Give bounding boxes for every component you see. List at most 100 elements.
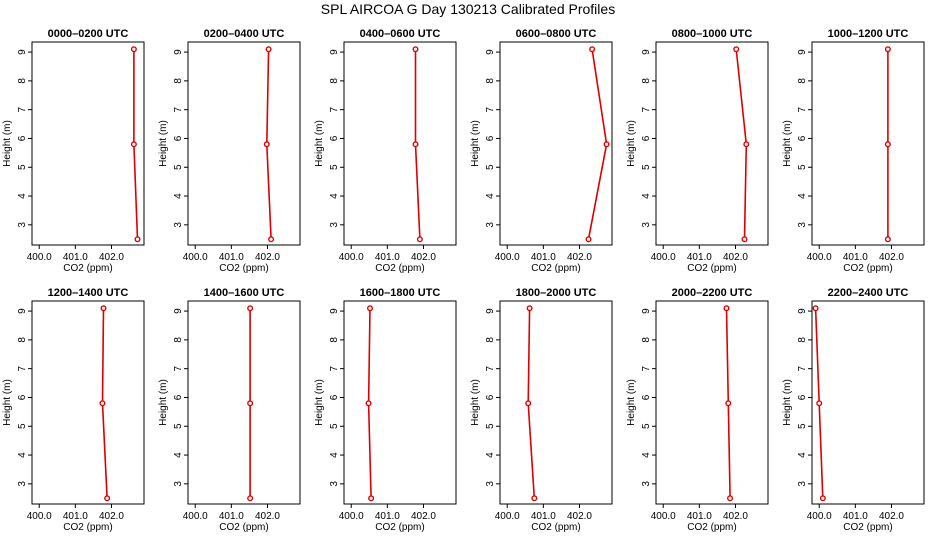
y-tick-label: 5 (329, 164, 340, 170)
y-tick-label: 9 (485, 308, 496, 314)
x-tick-label: 402.0 (255, 252, 280, 263)
x-tick-label: 401.0 (219, 511, 244, 522)
y-tick-label: 7 (485, 365, 496, 371)
x-tick-label: 402.0 (411, 511, 436, 522)
x-tick-label: 401.0 (843, 252, 868, 263)
y-tick-label: 9 (173, 308, 184, 314)
data-point (884, 141, 891, 148)
y-tick-label: 3 (485, 222, 496, 228)
plot-frame (499, 300, 613, 505)
y-tick-label: 8 (797, 78, 808, 84)
data-point (100, 305, 107, 312)
data-point (134, 236, 141, 243)
y-tick-label: 6 (797, 394, 808, 400)
x-tick-label: 401.0 (687, 511, 712, 522)
y-tick-label: 9 (329, 308, 340, 314)
x-tick-label: 402.0 (567, 252, 592, 263)
y-axis-label: Height (m) (626, 379, 637, 426)
data-point (247, 400, 254, 407)
panel-title: 1000–1200 UTC (828, 28, 909, 40)
y-axis-label: Height (m) (782, 379, 793, 426)
y-tick-label: 3 (797, 481, 808, 487)
y-tick-label: 8 (797, 337, 808, 343)
y-tick-label: 9 (173, 49, 184, 55)
panel-title: 0800–1000 UTC (672, 28, 753, 40)
y-tick-label: 5 (641, 164, 652, 170)
panel-title: 1800–2000 UTC (516, 287, 597, 299)
data-point (741, 236, 748, 243)
y-tick-label: 6 (173, 135, 184, 141)
data-point (416, 236, 423, 243)
y-tick-label: 5 (797, 164, 808, 170)
data-point (268, 236, 275, 243)
y-tick-label: 5 (329, 423, 340, 429)
x-tick-label: 402.0 (723, 511, 748, 522)
y-tick-label: 8 (485, 337, 496, 343)
plot-frame (655, 300, 769, 505)
y-tick-label: 8 (173, 337, 184, 343)
panel-title: 0400–0600 UTC (360, 28, 441, 40)
plot-frame (811, 41, 925, 246)
x-axis-label: CO2 (ppm) (375, 522, 424, 533)
y-tick-label: 7 (173, 365, 184, 371)
y-tick-label: 9 (17, 49, 28, 55)
data-point (263, 141, 270, 148)
x-tick-label: 400.0 (651, 511, 676, 522)
y-tick-label: 7 (17, 365, 28, 371)
y-tick-label: 4 (17, 193, 28, 199)
panel-title: 0600–0800 UTC (516, 28, 597, 40)
x-tick-label: 402.0 (567, 511, 592, 522)
y-tick-label: 7 (797, 365, 808, 371)
x-tick-label: 400.0 (495, 511, 520, 522)
data-point (368, 495, 375, 502)
x-axis-label: CO2 (ppm) (219, 522, 268, 533)
panel-title: 2200–2400 UTC (828, 287, 909, 299)
panel-title: 1400–1600 UTC (204, 287, 285, 299)
data-point (365, 400, 372, 407)
x-tick-label: 400.0 (183, 511, 208, 522)
data-point (104, 495, 111, 502)
y-axis-label: Height (m) (626, 120, 637, 167)
chart-panel-5: 0800–1000 UTC 400.0 401.0 402.0 3 4 5 6 7 8 9 CO2 (… (626, 28, 769, 274)
chart-panel-10: 1800–2000 UTC 400.0 401.0 402.0 3 4 5 6 7 8 9 CO2 (… (470, 287, 613, 533)
x-axis-label: CO2 (ppm) (63, 263, 112, 274)
chart-panel-4: 0600–0800 UTC 400.0 401.0 402.0 3 4 5 6 7 8 9 CO2 (… (470, 28, 613, 274)
y-tick-label: 6 (641, 394, 652, 400)
y-tick-label: 3 (173, 222, 184, 228)
chart-panel-1: 0000–0200 UTC 400.0 401.0 402.0 3 4 5 6 7 8 9 CO2 (… (2, 28, 145, 274)
y-tick-label: 9 (641, 49, 652, 55)
y-tick-label: 4 (173, 452, 184, 458)
x-tick-label: 401.0 (531, 511, 556, 522)
data-point (412, 46, 419, 53)
y-tick-label: 4 (797, 193, 808, 199)
y-tick-label: 8 (485, 78, 496, 84)
data-point (412, 141, 419, 148)
data-point (816, 400, 823, 407)
panel-title: 0200–0400 UTC (204, 28, 285, 40)
x-tick-label: 400.0 (27, 252, 52, 263)
data-point (733, 46, 740, 53)
x-tick-label: 400.0 (339, 252, 364, 263)
y-tick-label: 4 (329, 452, 340, 458)
data-point (884, 236, 891, 243)
chart-panel-9: 1600–1800 UTC 400.0 401.0 402.0 3 4 5 6 7 8 9 CO2 (… (314, 287, 457, 533)
y-tick-label: 8 (17, 78, 28, 84)
y-tick-label: 6 (485, 394, 496, 400)
plot-frame (811, 300, 925, 505)
y-tick-label: 3 (797, 222, 808, 228)
plot-frame (31, 300, 145, 505)
y-tick-label: 7 (485, 106, 496, 112)
x-tick-label: 400.0 (651, 252, 676, 263)
x-axis-label: CO2 (ppm) (687, 522, 736, 533)
plot-frame (343, 300, 457, 505)
y-tick-label: 8 (17, 337, 28, 343)
data-point (725, 400, 732, 407)
data-point (130, 46, 137, 53)
data-point (247, 305, 254, 312)
x-axis-label: CO2 (ppm) (375, 263, 424, 274)
x-axis-label: CO2 (ppm) (63, 522, 112, 533)
x-tick-label: 402.0 (723, 252, 748, 263)
y-tick-label: 7 (329, 365, 340, 371)
x-tick-label: 400.0 (183, 252, 208, 263)
